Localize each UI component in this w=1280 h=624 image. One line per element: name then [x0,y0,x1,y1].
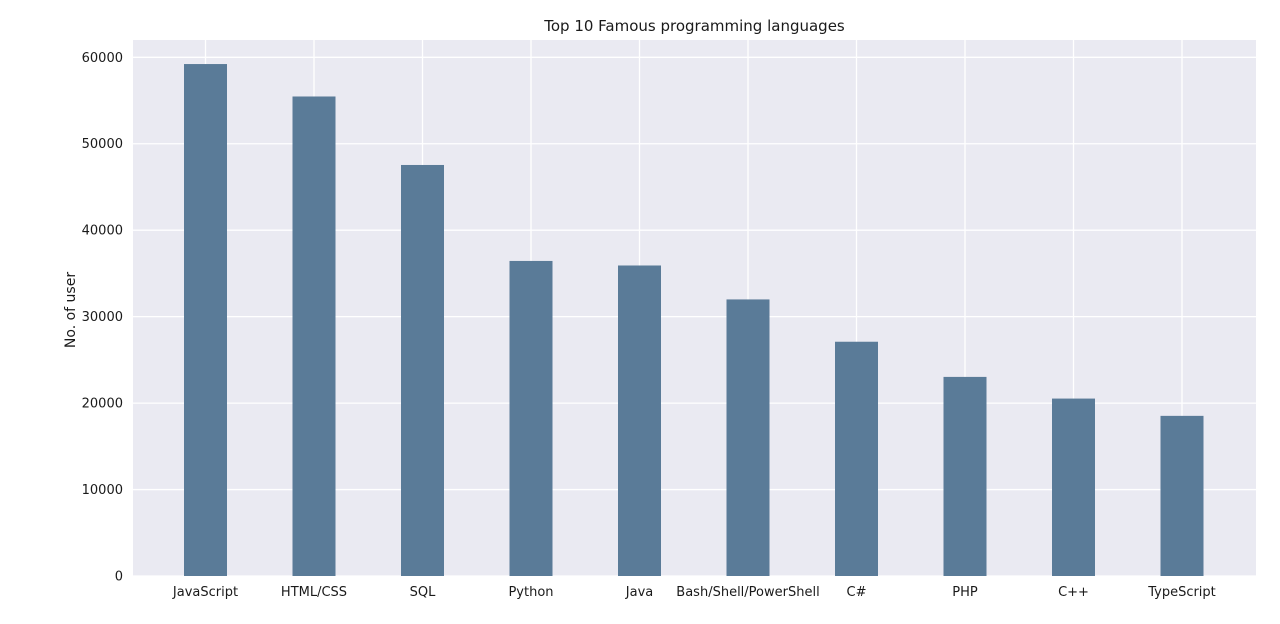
y-tick-label: 30000 [82,310,123,325]
y-tick-label: 40000 [82,224,123,239]
x-tick-label: TypeScript [1147,585,1216,600]
x-tick-labels: JavaScript HTML/CSS SQL Python Java Bash/Shel… [172,585,1216,600]
bar-java [618,265,661,576]
y-tick-label: 20000 [82,397,123,412]
bar-php [943,376,987,576]
x-tick-label: Python [508,585,553,600]
y-tick-label: 0 [115,570,123,585]
x-tick-label: C++ [1058,585,1089,600]
bar-html-css [292,96,336,576]
bars [184,64,1204,577]
x-tick-label: SQL [410,585,436,600]
x-tick-label: C# [847,585,867,600]
x-tick-label: HTML/CSS [281,585,347,600]
y-tick-label: 60000 [82,51,123,66]
x-tick-label: PHP [952,585,978,600]
y-tick-labels: 0 10000 20000 30000 40000 50000 60000 [82,51,123,585]
bar-c [1052,398,1095,576]
y-tick-label: 10000 [82,483,123,498]
bar-typescript [1160,415,1204,576]
bar-c [835,341,878,576]
x-tick-label: JavaScript [172,585,238,600]
chart-title: Top 10 Famous programming languages [543,17,845,35]
bar-python [509,260,553,576]
y-axis-label: No. of user [63,272,79,348]
bar-javascript [184,64,227,577]
y-tick-label: 50000 [82,137,123,152]
bar-sql [401,164,444,576]
bar-bash-shell-powershell [726,299,770,576]
x-tick-label: Bash/Shell/PowerShell [676,585,819,600]
x-tick-label: Java [625,585,653,600]
